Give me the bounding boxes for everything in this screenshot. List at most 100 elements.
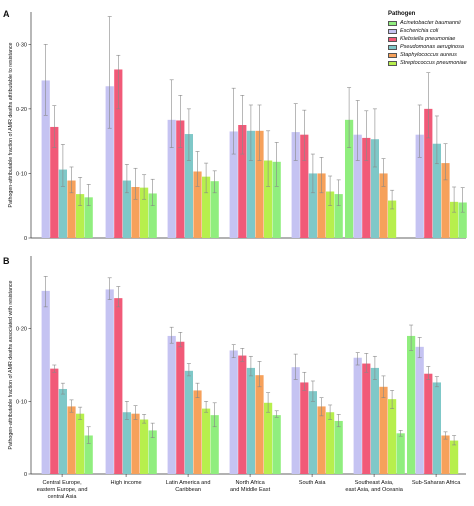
bar-b (370, 367, 379, 474)
bar-b (122, 412, 131, 474)
bar-a (415, 134, 424, 238)
legend-item: Pseudomonas aeruginosa (388, 43, 474, 51)
bar-a (432, 143, 441, 238)
bar-b (131, 413, 140, 474)
bar-b (291, 367, 300, 474)
bar-b (317, 406, 326, 474)
bar-a (317, 173, 326, 238)
bar-a (291, 132, 300, 238)
y-tick-label-a: 0 (24, 236, 27, 242)
y-tick-label-a: 0·20 (16, 107, 27, 113)
bar-b (184, 370, 193, 474)
bar-a (67, 180, 76, 238)
bar-b (105, 289, 114, 474)
bar-b (432, 382, 441, 474)
bar-a (326, 191, 335, 238)
bar-b (334, 420, 343, 474)
x-tick-label: South Asia (299, 480, 327, 486)
bar-b (76, 413, 85, 474)
legend-swatch (388, 52, 397, 58)
legend-item: Staphylococcus aureus (388, 51, 474, 59)
bar-a (379, 173, 388, 238)
x-tick-label-line: Sub-Saharan Africa (412, 480, 461, 486)
bar-a (84, 197, 93, 238)
bar-a (122, 180, 131, 238)
bar-a (255, 130, 264, 238)
bar-a (176, 120, 185, 238)
bar-a (458, 202, 467, 238)
y-tick-label-b: 0·20 (16, 327, 27, 333)
bar-a (424, 108, 433, 238)
bar-a (202, 176, 211, 238)
x-tick-label: North Africa and Middle East (230, 480, 271, 493)
bar-b (210, 415, 219, 474)
bar-a (308, 173, 317, 238)
x-tick-label-line: South Asia (299, 480, 327, 486)
bar-a (140, 187, 149, 238)
bar-b (202, 408, 211, 474)
bar-b (396, 433, 405, 474)
legend-label: Acinetobacter baumannii (400, 20, 461, 26)
bar-b (407, 335, 416, 474)
x-tick-label-line: eastern Europe, and (37, 487, 88, 493)
x-tick-label-line: Caribbean (175, 487, 201, 493)
bar-a (345, 119, 354, 238)
legend-swatch (388, 36, 397, 42)
bar-a (76, 194, 85, 238)
bar-a (148, 193, 157, 238)
bar-b (67, 406, 76, 474)
bar-b (41, 290, 50, 474)
bar-b (362, 363, 371, 474)
legend-label: Streptococcus pneumoniae (400, 60, 467, 66)
x-tick-label-line: North Africa (235, 480, 265, 486)
x-tick-label-line: and Middle East (230, 487, 271, 493)
x-tick-label: Latin America and Caribbean (166, 480, 211, 493)
bar-a (193, 171, 202, 238)
bar-b (300, 382, 309, 474)
x-tick-label-line: Southeast Asia, (355, 480, 394, 486)
bar-b (58, 388, 67, 474)
x-tick-label: Southeast Asia, east Asia, and Oceania (345, 480, 403, 493)
bar-a (388, 200, 397, 238)
bar-a (114, 69, 123, 239)
bar-a (167, 119, 176, 238)
bar-a (300, 134, 309, 238)
panel-a: A Pathogen-attributable fraction of AMR d… (3, 9, 467, 242)
bar-a (353, 134, 362, 238)
bar-b (415, 346, 424, 474)
bar-b (388, 399, 397, 474)
x-tick-label-line: east Asia, and Oceania (345, 487, 403, 493)
legend-item: Escherichia coli (388, 27, 474, 35)
y-tick-label-a: 0·10 (16, 171, 27, 177)
bar-b (246, 367, 255, 474)
bar-b (176, 341, 185, 474)
bar-a (264, 160, 273, 238)
bar-b (424, 373, 433, 474)
bar-b (114, 298, 123, 474)
y-tick-label-b: 0 (24, 472, 27, 478)
bar-b (50, 368, 59, 474)
bar-a (58, 169, 67, 238)
bar-b (441, 435, 450, 474)
y-tick-label-a: 0·30 (16, 42, 27, 48)
legend-swatch (388, 28, 397, 34)
bar-a (229, 131, 238, 238)
bar-b (229, 350, 238, 474)
bar-a (184, 134, 193, 238)
legend-item: Streptococcus pneumoniae (388, 59, 474, 67)
bar-b (84, 435, 93, 474)
bar-a (441, 163, 450, 238)
bar-b (272, 415, 281, 474)
y-axis-title-a: Pathogen-attributable fraction of AMR de… (8, 43, 14, 208)
legend-swatch (388, 60, 397, 66)
legend-item: Klebsiella pneumoniae (388, 35, 474, 43)
legend-title: Pathogen (388, 11, 416, 17)
x-tick-label: Sub-Saharan Africa (412, 480, 461, 486)
bar-a (334, 194, 343, 238)
bar-a (41, 80, 50, 239)
legend-swatch (388, 44, 397, 50)
bar-b (379, 386, 388, 474)
bar-b (255, 375, 264, 474)
x-tick-label-line: Latin America and (166, 480, 211, 486)
